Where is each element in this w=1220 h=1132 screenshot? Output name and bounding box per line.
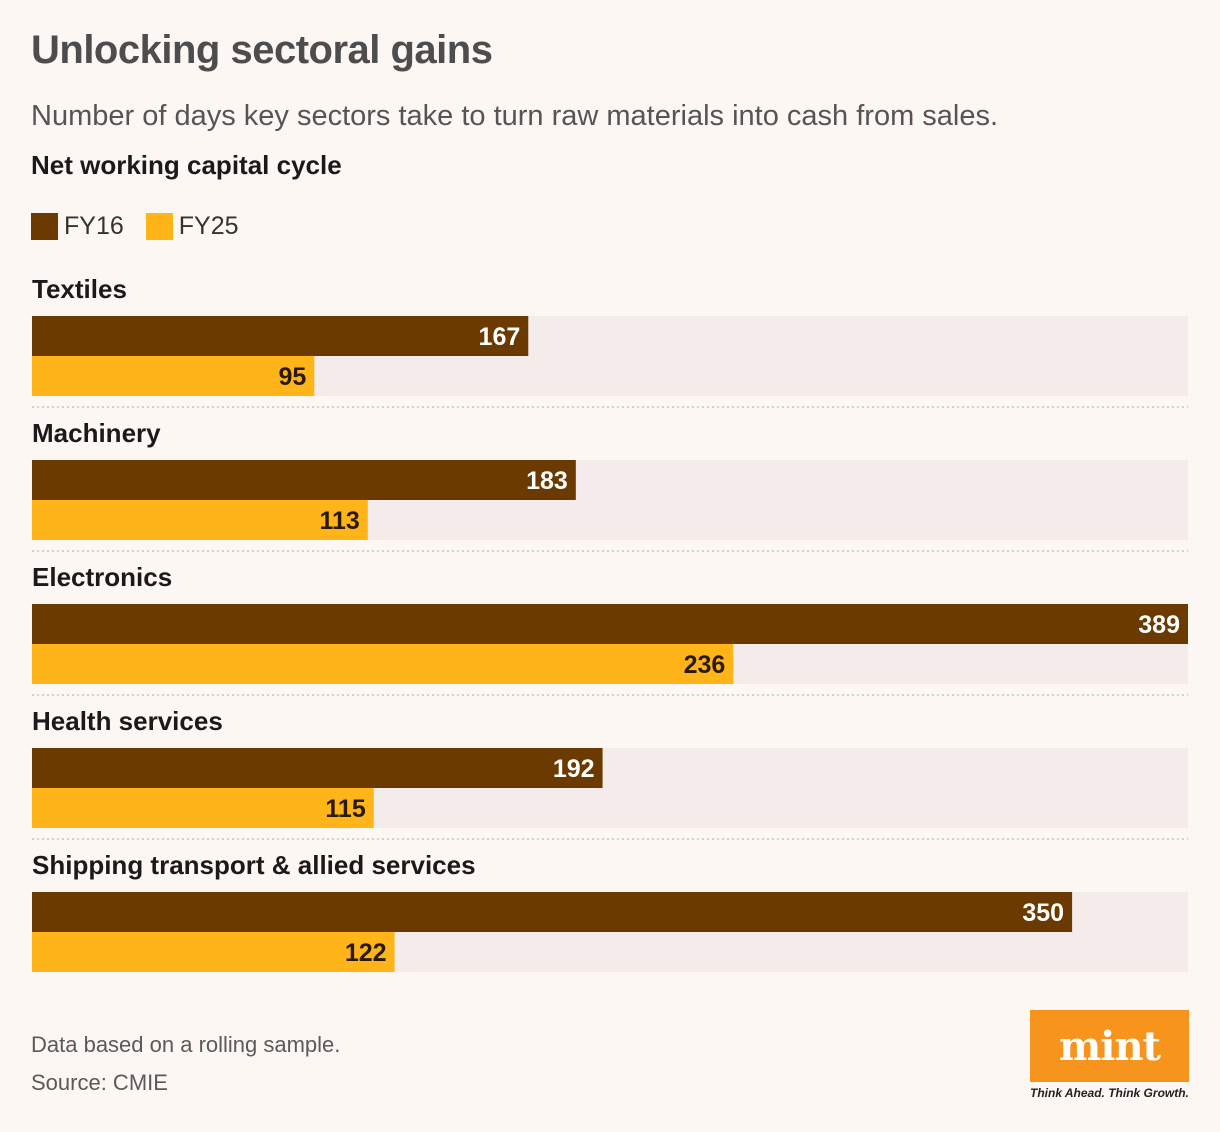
bar-fy16-health-services	[32, 748, 603, 788]
legend-swatch-fy16	[31, 213, 58, 240]
bar-fy16-electronics	[32, 604, 1188, 644]
section-label: Net working capital cycle	[31, 150, 342, 180]
bar-fy16-shipping-transport-allied-services	[32, 892, 1073, 932]
footnote: Data based on a rolling sample.	[31, 1032, 341, 1057]
bar-fy16-machinery	[32, 460, 576, 500]
category-label-shipping-transport-allied-services: Shipping transport & allied services	[32, 850, 476, 880]
data-label-fy25-shipping-transport-allied-services: 122	[345, 939, 387, 967]
data-label-fy25-electronics: 236	[684, 651, 726, 679]
legend-swatch-fy25	[145, 213, 173, 240]
bar-fy25-shipping-transport-allied-services	[32, 932, 395, 972]
logo-wordmark: mint	[1058, 1022, 1161, 1070]
category-label-electronics: Electronics	[32, 562, 172, 592]
data-label-fy25-health-services: 115	[325, 795, 365, 823]
data-label-fy16-electronics: 389	[1138, 611, 1180, 639]
source-note: Source: CMIE	[31, 1070, 168, 1095]
category-label-health-services: Health services	[32, 706, 223, 736]
category-label-machinery: Machinery	[32, 418, 161, 448]
bar-chart: Textiles 167 95 Machinery 183 113 Electronics 3…	[32, 274, 1188, 972]
bar-fy25-electronics	[32, 644, 734, 684]
chart-title: Unlocking sectoral gains	[31, 28, 493, 72]
bar-fy25-machinery	[32, 500, 368, 540]
legend-label-fy25: FY25	[178, 212, 239, 240]
legend-item-fy16: FY16	[31, 212, 124, 241]
chart-subtitle: Number of days key sectors take to turn …	[31, 100, 999, 132]
legend: FY16 FY25	[31, 212, 261, 241]
logo-tagline: Think Ahead. Think Growth.	[1030, 1086, 1189, 1100]
category-label-textiles: Textiles	[32, 274, 127, 304]
data-label-fy16-textiles: 167	[479, 323, 521, 351]
data-label-fy16-machinery: 183	[526, 467, 568, 495]
data-label-fy25-machinery: 113	[319, 507, 359, 535]
legend-item-fy25: FY25	[145, 212, 239, 241]
mint-logo: mint	[1030, 1010, 1189, 1082]
bar-fy25-health-services	[32, 788, 374, 828]
legend-label-fy16: FY16	[64, 212, 124, 240]
data-label-fy25-textiles: 95	[279, 363, 307, 391]
data-label-fy16-health-services: 192	[553, 755, 595, 783]
data-label-fy16-shipping-transport-allied-services: 350	[1022, 899, 1064, 927]
bar-fy25-textiles	[32, 356, 315, 396]
bar-fy16-textiles	[32, 316, 529, 356]
